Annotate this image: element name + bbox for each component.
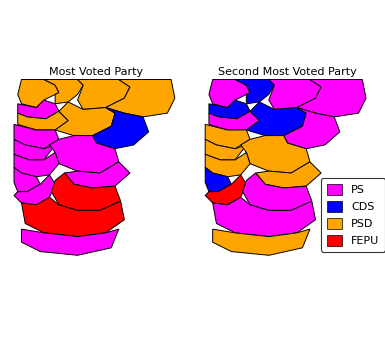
Polygon shape: [243, 173, 312, 210]
Polygon shape: [105, 80, 175, 117]
Polygon shape: [205, 124, 250, 149]
Polygon shape: [14, 124, 59, 149]
Polygon shape: [205, 175, 246, 205]
Polygon shape: [213, 197, 316, 237]
Polygon shape: [205, 139, 246, 160]
Polygon shape: [22, 229, 119, 255]
Polygon shape: [297, 80, 366, 117]
Polygon shape: [14, 139, 55, 160]
Polygon shape: [14, 167, 40, 192]
Polygon shape: [18, 80, 59, 108]
Polygon shape: [284, 108, 340, 149]
Polygon shape: [209, 100, 250, 119]
Polygon shape: [269, 80, 321, 109]
Polygon shape: [44, 80, 83, 104]
Polygon shape: [209, 111, 259, 130]
Polygon shape: [65, 162, 130, 188]
Title: Most Voted Party: Most Voted Party: [49, 67, 143, 77]
Polygon shape: [22, 197, 124, 237]
Polygon shape: [209, 80, 250, 108]
Polygon shape: [18, 100, 59, 119]
Polygon shape: [14, 175, 55, 205]
Polygon shape: [92, 108, 149, 149]
Polygon shape: [50, 136, 119, 173]
Legend: PS, CDS, PSD, FEPU: PS, CDS, PSD, FEPU: [321, 178, 385, 252]
Polygon shape: [235, 80, 275, 104]
Polygon shape: [18, 111, 68, 130]
Polygon shape: [55, 102, 115, 136]
Polygon shape: [14, 153, 59, 177]
Polygon shape: [241, 136, 310, 173]
Title: Second Most Voted Party: Second Most Voted Party: [218, 67, 357, 77]
Polygon shape: [205, 167, 231, 192]
Polygon shape: [78, 80, 130, 109]
Polygon shape: [256, 162, 321, 188]
Polygon shape: [52, 173, 121, 210]
Polygon shape: [246, 102, 306, 136]
Polygon shape: [213, 229, 310, 255]
Polygon shape: [205, 153, 250, 177]
